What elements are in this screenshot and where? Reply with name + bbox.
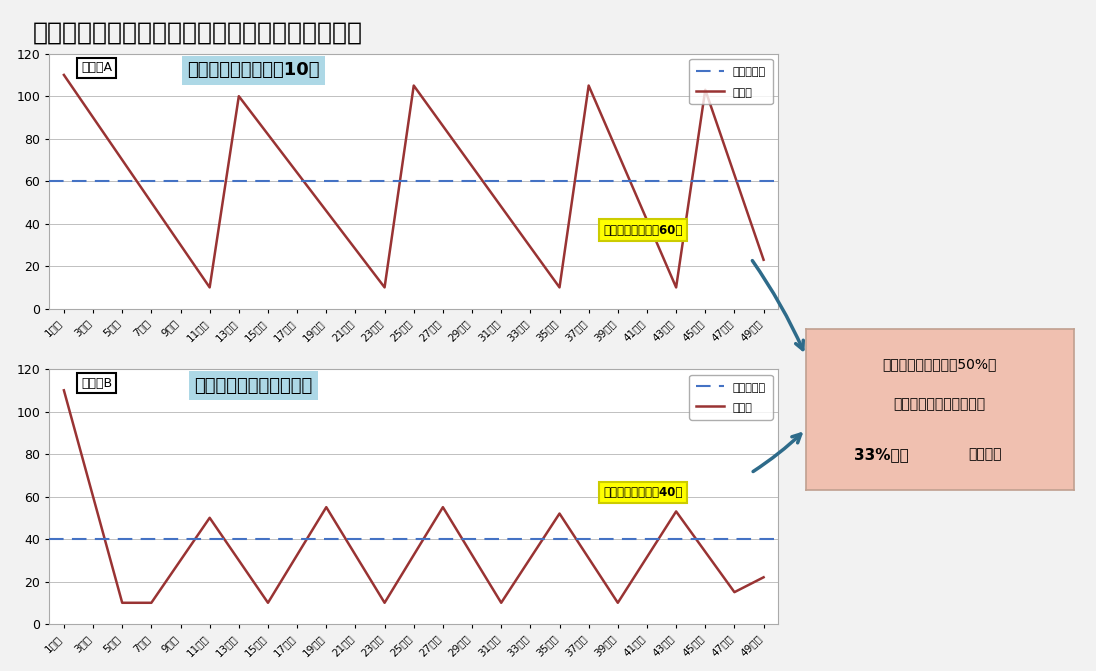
Text: 発注リードタイム＝５日: 発注リードタイム＝５日 (194, 376, 312, 395)
Text: グラフB: グラフB (81, 376, 112, 390)
Text: 発注リードタイムの違いによる平均在庫数の違い: 発注リードタイムの違いによる平均在庫数の違い (33, 20, 363, 44)
Text: 平均在庫残数は約60個: 平均在庫残数は約60個 (603, 223, 683, 237)
Text: 33%削減: 33%削減 (854, 447, 909, 462)
Text: 発注リードタイム＝10日: 発注リードタイム＝10日 (187, 61, 320, 79)
Legend: 平均在庫量, 在庫量: 平均在庫量, 在庫量 (689, 59, 773, 105)
Text: くすると，平均在庫数は: くすると，平均在庫数は (893, 397, 986, 411)
Text: グラフA: グラフA (81, 61, 112, 74)
Text: 平均在庫残数は約40個: 平均在庫残数は約40個 (603, 486, 683, 499)
Text: 発注リードタイムあ50%短: 発注リードタイムあ50%短 (882, 357, 997, 371)
Text: できる！: できる！ (969, 448, 1002, 462)
Legend: 平均在庫量, 在庫量: 平均在庫量, 在庫量 (689, 374, 773, 420)
